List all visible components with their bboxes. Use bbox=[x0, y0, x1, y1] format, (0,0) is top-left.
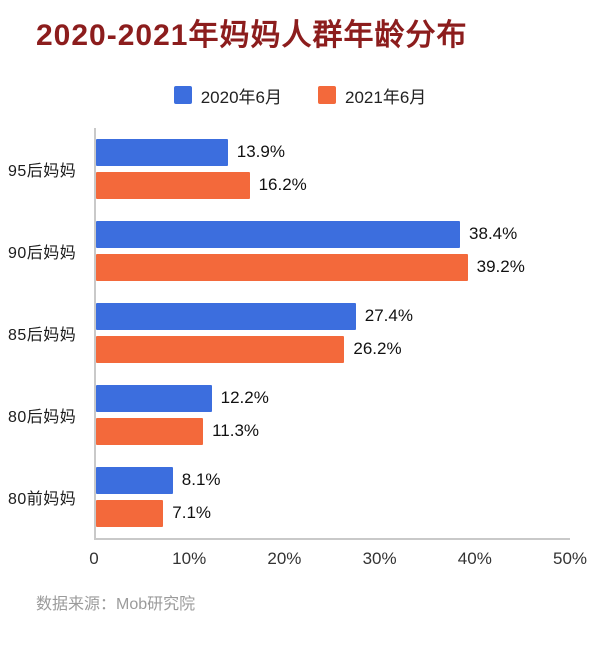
data-source-note: 数据来源：Mob研究院 bbox=[36, 595, 196, 613]
bar-row: 38.4% bbox=[96, 220, 570, 248]
bars-area: 13.9% 16.2% bbox=[94, 127, 570, 210]
bars-area: 27.4% 26.2% bbox=[94, 291, 570, 374]
bar-chart: 95后妈妈 13.9% 16.2% 90后妈妈 38.4% 39.2% 85后妈妈 27.4%… bbox=[0, 127, 600, 578]
category-label: 85后妈妈 bbox=[8, 326, 77, 344]
x-tick-label: 0 bbox=[89, 548, 99, 568]
bar-row: 16.2% bbox=[96, 171, 570, 199]
bar-series0-cat0[interactable] bbox=[96, 138, 228, 166]
bar-row: 39.2% bbox=[96, 253, 570, 281]
bar-value-label: 11.3% bbox=[212, 421, 260, 440]
bar-row: 26.2% bbox=[96, 335, 570, 363]
bar-series1-cat4[interactable] bbox=[96, 499, 164, 527]
bar-row: 7.1% bbox=[96, 499, 570, 527]
category-label: 80前妈妈 bbox=[8, 490, 77, 508]
chart-group-3: 80后妈妈 12.2% 11.3% bbox=[8, 373, 570, 456]
category-label: 90后妈妈 bbox=[8, 244, 77, 262]
bar-series1-cat0[interactable] bbox=[96, 171, 250, 199]
category-label: 95后妈妈 bbox=[8, 162, 77, 180]
bar-value-label: 13.9% bbox=[236, 142, 285, 161]
x-axis: 0 10% 20% 30% 40% 50% bbox=[89, 537, 587, 578]
chart-group-1: 90后妈妈 38.4% 39.2% bbox=[8, 209, 570, 292]
bar-row: 12.2% bbox=[96, 384, 570, 412]
chart-group-4: 80前妈妈 8.1% 7.1% bbox=[8, 455, 570, 538]
page-title: 2020-2021年妈妈人群年龄分布 bbox=[36, 19, 468, 52]
bar-row: 8.1% bbox=[96, 466, 570, 494]
legend-swatch-icon bbox=[173, 86, 192, 104]
bars-area: 8.1% 7.1% bbox=[94, 455, 570, 538]
chart-groups: 95后妈妈 13.9% 16.2% 90后妈妈 38.4% 39.2% 85后妈妈 27.4%… bbox=[8, 127, 570, 538]
bar-value-label: 27.4% bbox=[364, 306, 413, 325]
bar-value-label: 26.2% bbox=[353, 339, 402, 358]
bar-series0-cat1[interactable] bbox=[96, 220, 461, 248]
legend-item-series-0[interactable]: 2020年6月 bbox=[173, 83, 282, 108]
bar-value-label: 39.2% bbox=[476, 257, 525, 276]
legend: 2020年6月 2021年6月 bbox=[0, 83, 600, 108]
x-tick-label: 40% bbox=[457, 548, 492, 568]
bars-area: 12.2% 11.3% bbox=[94, 373, 570, 456]
category-label: 80后妈妈 bbox=[8, 408, 77, 426]
bar-value-label: 7.1% bbox=[172, 503, 212, 522]
bar-value-label: 8.1% bbox=[181, 470, 221, 489]
chart-group-0: 95后妈妈 13.9% 16.2% bbox=[8, 127, 570, 210]
bar-series1-cat2[interactable] bbox=[96, 335, 345, 363]
bars-area: 38.4% 39.2% bbox=[94, 209, 570, 292]
x-tick-label: 10% bbox=[172, 548, 207, 568]
bar-row: 11.3% bbox=[96, 417, 570, 445]
legend-swatch-icon bbox=[318, 86, 336, 104]
bar-series0-cat4[interactable] bbox=[96, 466, 173, 494]
x-tick-label: 50% bbox=[552, 548, 588, 568]
chart-group-2: 85后妈妈 27.4% 26.2% bbox=[8, 291, 570, 374]
bar-series0-cat2[interactable] bbox=[96, 302, 356, 330]
bar-series1-cat1[interactable] bbox=[96, 253, 468, 281]
legend-label: 2021年6月 bbox=[345, 87, 427, 107]
bar-series1-cat3[interactable] bbox=[96, 417, 204, 445]
legend-label: 2020年6月 bbox=[200, 87, 282, 107]
bar-row: 13.9% bbox=[96, 138, 570, 166]
bar-series0-cat3[interactable] bbox=[96, 384, 212, 412]
bar-row: 27.4% bbox=[96, 302, 570, 330]
bar-value-label: 38.4% bbox=[469, 224, 518, 243]
x-tick-label: 30% bbox=[362, 548, 397, 568]
bar-value-label: 12.2% bbox=[220, 388, 269, 407]
x-tick-label: 20% bbox=[267, 548, 302, 568]
bar-value-label: 16.2% bbox=[258, 175, 307, 194]
legend-item-series-1[interactable]: 2021年6月 bbox=[318, 83, 426, 108]
